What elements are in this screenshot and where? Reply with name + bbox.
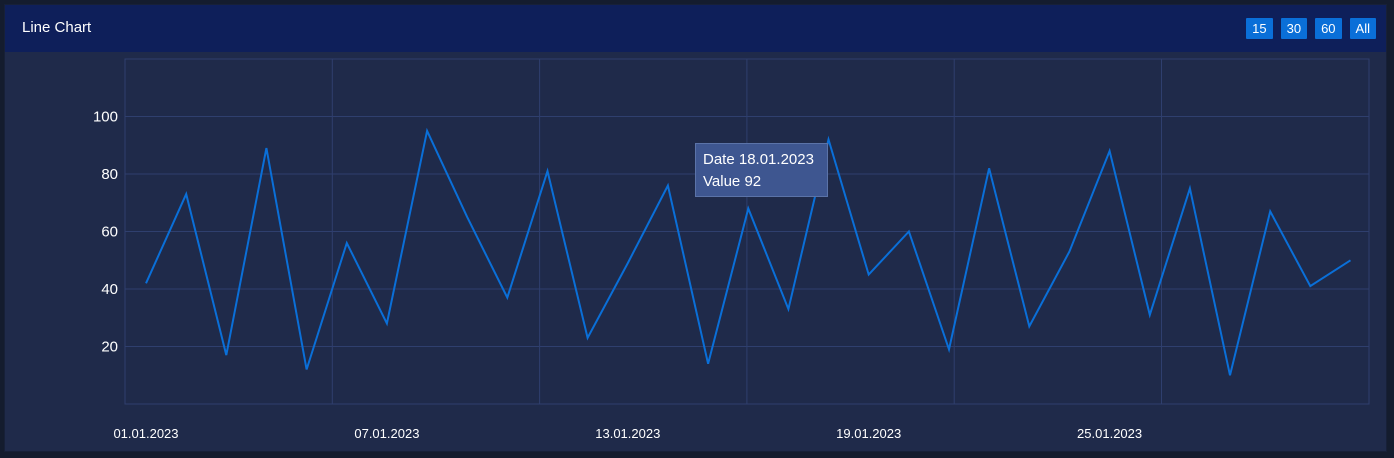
data-point[interactable] — [223, 352, 229, 358]
x-tick-label: 19.01.2023 — [836, 426, 901, 441]
range-buttons: 15 30 60 All — [1246, 18, 1376, 39]
data-point[interactable] — [946, 346, 952, 352]
chart-title: Line Chart — [22, 19, 92, 36]
data-point[interactable] — [143, 280, 149, 286]
x-tick-label: 13.01.2023 — [595, 426, 660, 441]
data-point[interactable] — [1307, 283, 1313, 289]
tooltip-date-label: Date — [703, 151, 735, 168]
tooltip-date-row: Date 18.01.2023 — [703, 149, 820, 171]
data-point[interactable] — [1267, 208, 1273, 214]
range-button-60[interactable]: 60 — [1315, 18, 1342, 39]
chart-header: Line Chart 15 30 60 All — [5, 5, 1386, 52]
data-point[interactable] — [705, 361, 711, 367]
data-point[interactable] — [745, 206, 751, 212]
data-point[interactable] — [585, 335, 591, 341]
y-tick-label: 40 — [101, 281, 118, 298]
data-point[interactable] — [986, 165, 992, 171]
data-point[interactable] — [1187, 185, 1193, 191]
x-tick-label: 01.01.2023 — [113, 426, 178, 441]
y-tick-label: 100 — [93, 109, 118, 126]
data-point[interactable] — [304, 367, 310, 373]
y-tick-label: 80 — [101, 166, 118, 183]
y-tick-label: 20 — [101, 339, 118, 356]
range-button-30[interactable]: 30 — [1280, 18, 1308, 39]
data-point[interactable] — [424, 128, 430, 134]
tooltip-date: 18.01.2023 — [738, 151, 814, 168]
x-tick-label: 25.01.2023 — [1077, 426, 1142, 441]
data-point[interactable] — [504, 295, 510, 301]
data-point[interactable] — [545, 168, 551, 174]
data-point[interactable] — [1107, 148, 1113, 154]
data-point[interactable] — [1066, 249, 1072, 255]
data-point[interactable] — [625, 260, 631, 266]
data-point[interactable] — [1147, 312, 1153, 318]
series-line — [145, 127, 1352, 376]
data-point[interactable] — [866, 272, 872, 278]
chart-panel: Line Chart 15 30 60 All — [4, 4, 1387, 452]
chart-tooltip: Date 18.01.2023 Value 92 — [695, 143, 828, 197]
data-point[interactable] — [464, 214, 470, 220]
data-point[interactable] — [906, 229, 912, 235]
data-point[interactable] — [785, 306, 791, 312]
tooltip-value-row: Value 92 — [703, 171, 820, 193]
data-point[interactable] — [665, 183, 671, 189]
range-button-15[interactable]: 15 — [1246, 18, 1273, 39]
data-point[interactable] — [826, 137, 832, 143]
data-point[interactable] — [1227, 372, 1233, 378]
range-button-all[interactable]: All — [1349, 18, 1376, 39]
x-tick-label: 07.01.2023 — [354, 426, 419, 441]
data-point[interactable] — [263, 145, 269, 151]
tooltip-value: 92 — [744, 173, 762, 190]
data-point[interactable] — [183, 191, 189, 197]
data-point[interactable] — [384, 321, 390, 327]
tooltip-value-label: Value — [703, 173, 741, 190]
data-point[interactable] — [1348, 257, 1354, 263]
data-point[interactable] — [344, 240, 350, 246]
data-point[interactable] — [1026, 323, 1032, 329]
y-tick-label: 60 — [101, 224, 118, 241]
